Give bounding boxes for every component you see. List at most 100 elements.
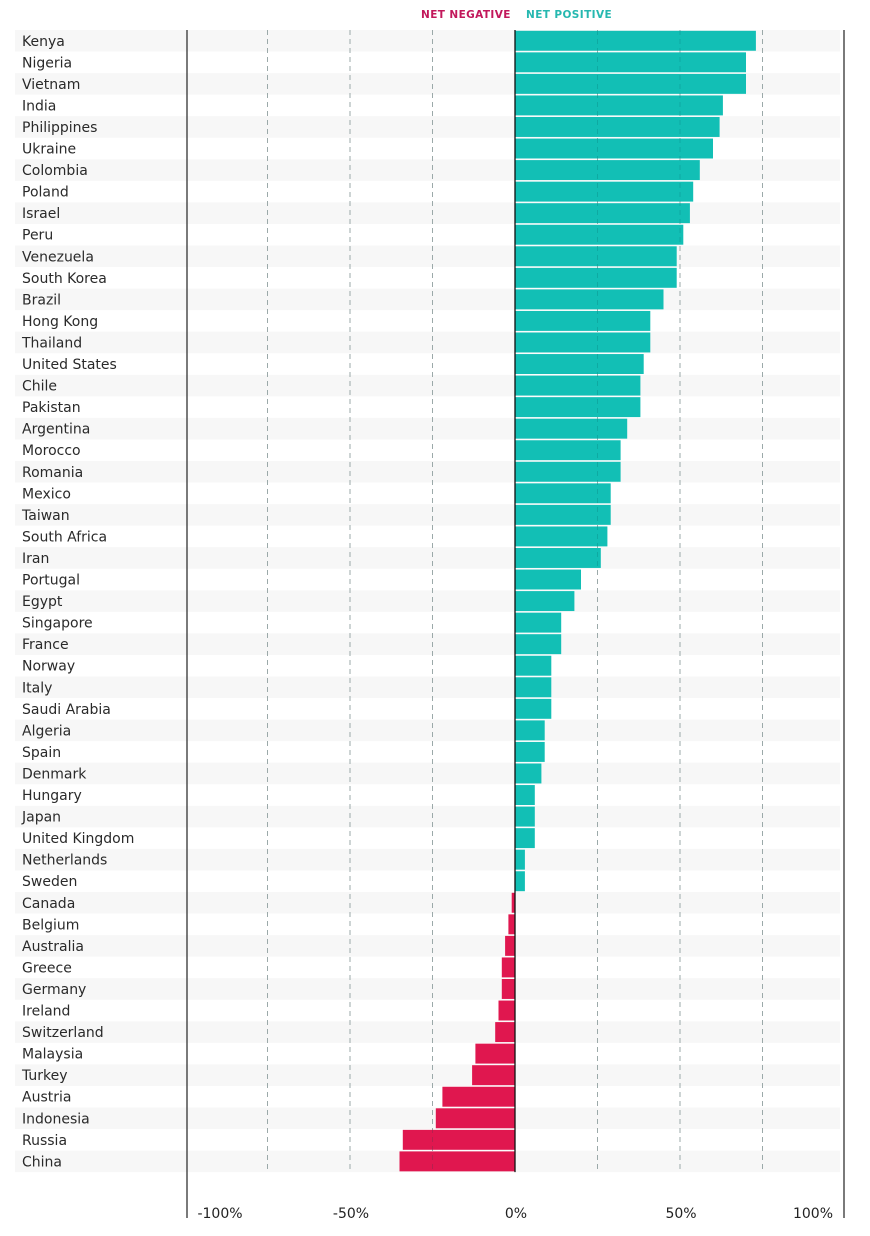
row-stripe xyxy=(15,1064,840,1086)
category-label: United States xyxy=(22,357,117,373)
bar-poland xyxy=(515,181,694,202)
category-label: Hong Kong xyxy=(22,314,98,330)
bar-mexico xyxy=(515,483,611,504)
bar-south-korea xyxy=(515,267,677,288)
bar-canada xyxy=(511,892,515,913)
category-label: Chile xyxy=(22,379,57,395)
row-stripe xyxy=(15,288,840,311)
row-stripe xyxy=(15,547,840,569)
row-stripe xyxy=(15,1107,840,1130)
row-stripe xyxy=(15,504,840,526)
bar-peru xyxy=(515,224,684,245)
row-stripe xyxy=(15,805,840,828)
category-label: Thailand xyxy=(21,335,82,351)
bar-belgium xyxy=(508,914,515,935)
row-stripe xyxy=(15,461,840,483)
category-label: Hungary xyxy=(22,788,82,804)
bar-brazil xyxy=(515,289,664,310)
bar-egypt xyxy=(515,591,575,612)
category-label: France xyxy=(22,637,69,653)
category-label: Malaysia xyxy=(22,1047,83,1063)
row-stripe xyxy=(15,978,840,1000)
category-label: Indonesia xyxy=(22,1111,90,1127)
category-label: Philippines xyxy=(22,120,97,136)
category-label: Vietnam xyxy=(22,77,80,93)
category-label: Greece xyxy=(22,960,72,976)
category-label: Russia xyxy=(22,1133,67,1149)
row-stripe xyxy=(15,762,840,785)
row-stripe xyxy=(15,633,840,655)
bar-switzerland xyxy=(495,1022,515,1043)
bar-greece xyxy=(501,957,515,978)
category-label: Venezuela xyxy=(22,249,94,265)
category-label: Saudi Arabia xyxy=(22,702,111,718)
bar-nigeria xyxy=(515,52,746,73)
category-label: Sweden xyxy=(22,874,77,890)
row-stripe xyxy=(15,331,840,354)
bar-ukraine xyxy=(515,138,713,159)
bar-india xyxy=(515,95,723,116)
bar-russia xyxy=(402,1129,515,1150)
bar-denmark xyxy=(515,763,542,784)
category-label: Turkey xyxy=(21,1068,68,1084)
category-label: Switzerland xyxy=(22,1025,104,1041)
bar-australia xyxy=(505,935,515,956)
row-stripe xyxy=(15,892,840,914)
category-label: Austria xyxy=(22,1090,71,1106)
category-label: Iran xyxy=(22,551,49,567)
bar-netherlands xyxy=(515,849,525,870)
category-label: China xyxy=(22,1154,62,1170)
row-stripe xyxy=(15,1021,840,1043)
bar-germany xyxy=(501,979,515,999)
category-label: Ukraine xyxy=(22,142,76,158)
x-tick-label: 0% xyxy=(505,1206,527,1222)
bar-colombia xyxy=(515,160,700,181)
bar-philippines xyxy=(515,117,720,137)
category-label: South Africa xyxy=(22,529,107,545)
category-label: Japan xyxy=(21,810,61,826)
category-label: Argentina xyxy=(22,422,90,438)
bar-israel xyxy=(515,203,690,224)
axes xyxy=(186,30,845,1218)
bar-chile xyxy=(515,375,641,396)
category-label: Pakistan xyxy=(22,400,81,416)
x-tick-label: 100% xyxy=(793,1206,833,1222)
row-stripe xyxy=(15,374,840,397)
category-labels: Kenya Nigeria Vietnam India Philippines Ukrai… xyxy=(21,34,134,1171)
bar-ireland xyxy=(498,1000,515,1021)
bar-united-kingdom xyxy=(515,828,535,849)
row-stripe xyxy=(15,417,840,440)
category-label: Singapore xyxy=(22,616,93,632)
category-label: Ireland xyxy=(22,1004,70,1020)
bar-thailand xyxy=(515,332,651,353)
legend-net-positive: NET POSITIVE xyxy=(526,9,612,21)
category-label: Kenya xyxy=(22,34,65,50)
row-stripe xyxy=(15,590,840,612)
row-stripe xyxy=(15,202,840,224)
category-label: Egypt xyxy=(22,594,63,610)
row-stripe xyxy=(15,676,840,699)
category-label: Portugal xyxy=(22,573,80,589)
category-label: United Kingdom xyxy=(22,831,134,847)
category-label: Colombia xyxy=(22,163,88,179)
bar-romania xyxy=(515,461,621,482)
category-label: Canada xyxy=(22,896,75,912)
bar-hong-kong xyxy=(515,310,651,331)
category-label: Algeria xyxy=(22,723,71,739)
category-label: Poland xyxy=(22,185,69,201)
category-label: Mexico xyxy=(22,486,71,502)
bar-hungary xyxy=(515,785,535,805)
bar-austria xyxy=(442,1086,515,1107)
bar-pakistan xyxy=(515,397,641,418)
x-tick-label: 50% xyxy=(665,1206,696,1222)
category-label: Australia xyxy=(22,939,84,955)
category-label: Romania xyxy=(22,465,83,481)
category-label: Denmark xyxy=(22,766,87,782)
bar-sweden xyxy=(515,871,525,892)
x-tick-label: -100% xyxy=(197,1206,242,1222)
legend-net-negative: NET NEGATIVE xyxy=(421,9,511,21)
bars xyxy=(267,30,763,1173)
legend: NET NEGATIVE NET POSITIVE xyxy=(421,9,612,21)
bar-taiwan xyxy=(515,504,611,525)
